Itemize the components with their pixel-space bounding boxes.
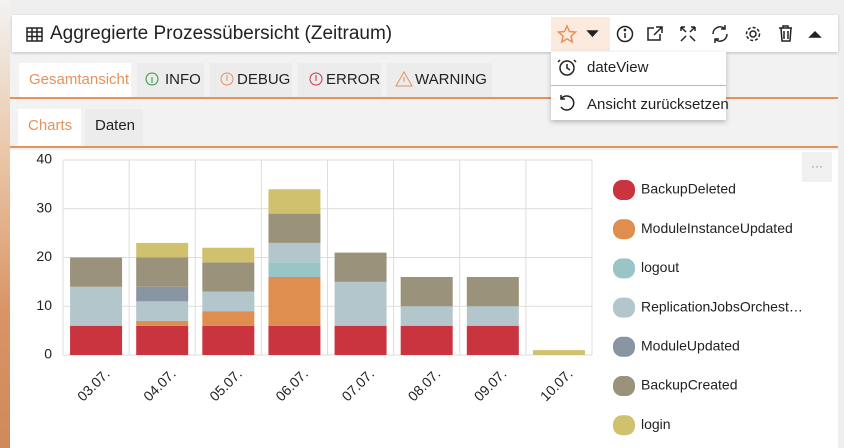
y-tick-label: 40 xyxy=(36,151,52,167)
bar-segment xyxy=(70,325,123,355)
more-button[interactable]: ··· xyxy=(802,152,832,182)
subtab[interactable]: Daten xyxy=(85,109,143,146)
x-tick-label: 03.07. xyxy=(74,365,113,404)
reset-icon xyxy=(560,95,575,111)
legend-swatch xyxy=(613,415,635,436)
bar-segment xyxy=(268,242,321,263)
x-tick-label: 08.07. xyxy=(405,365,444,404)
fullscreen-icon[interactable] xyxy=(680,26,696,42)
legend-swatch xyxy=(613,376,635,396)
error-badge xyxy=(309,72,323,86)
bar-segment xyxy=(268,189,321,214)
bar-segment xyxy=(268,262,321,277)
bar-segment xyxy=(202,247,255,263)
legend-swatch xyxy=(613,219,635,240)
alarm-icon xyxy=(557,59,577,76)
bar-segment xyxy=(334,325,387,355)
y-tick-label: 0 xyxy=(44,346,52,362)
bar-segment xyxy=(466,306,519,326)
tab[interactable]: DEBUG xyxy=(210,63,292,97)
bar-segment xyxy=(202,291,255,312)
collapse-icon[interactable] xyxy=(808,30,822,38)
x-tick-label: 09.07. xyxy=(471,365,510,404)
panel-header xyxy=(12,15,838,52)
legend-label: ModuleInstanceUpdated xyxy=(641,220,793,236)
legend-label: BackupCreated xyxy=(641,377,738,393)
bar-segment xyxy=(70,286,123,326)
legend-label: ModuleUpdated xyxy=(641,338,740,354)
bar-segment xyxy=(268,277,321,326)
bar-segment xyxy=(136,257,189,287)
trash-icon[interactable] xyxy=(779,25,792,42)
decor xyxy=(0,0,10,448)
bar-segment xyxy=(202,311,255,326)
caret-icon[interactable] xyxy=(586,30,599,38)
legend-swatch xyxy=(613,336,635,357)
tab[interactable]: Gesamtansicht xyxy=(19,63,131,97)
bar-segment xyxy=(532,350,585,355)
bar-segment xyxy=(136,325,189,355)
table-icon xyxy=(26,27,43,42)
tab[interactable]: ERROR xyxy=(298,63,381,97)
legend-label: BackupDeleted xyxy=(641,181,736,197)
legend-swatch xyxy=(613,180,635,200)
x-tick-label: 04.07. xyxy=(140,365,179,404)
divider xyxy=(551,85,726,86)
legend-swatch xyxy=(613,258,635,279)
star-icon[interactable] xyxy=(556,24,578,44)
bar-segment xyxy=(400,306,453,326)
bar-segment xyxy=(136,242,189,258)
y-tick-label: 30 xyxy=(36,199,52,215)
bar-segment xyxy=(268,325,321,355)
legend-label: ReplicationJobsOrchest… xyxy=(641,298,803,314)
bar-segment xyxy=(202,325,255,355)
info-icon[interactable] xyxy=(616,25,634,43)
bar-segment xyxy=(136,320,189,326)
bar-segment xyxy=(136,286,189,302)
bar-segment xyxy=(334,252,387,282)
settings-icon[interactable] xyxy=(745,26,761,42)
bar-segment xyxy=(466,325,519,355)
bar-segment xyxy=(268,213,321,243)
open-icon[interactable] xyxy=(647,26,663,41)
legend-swatch xyxy=(613,297,635,318)
bar-segment xyxy=(202,262,255,292)
x-tick-label: 10.07. xyxy=(537,365,576,404)
panel-title: Aggregierte Prozessübersicht (Zeitraum) xyxy=(50,23,393,44)
debug-badge xyxy=(220,72,234,86)
bar-segment xyxy=(400,325,453,355)
bar-segment xyxy=(334,281,387,326)
warning-badge xyxy=(395,70,413,87)
menu-item[interactable]: Ansicht zurücksetzen xyxy=(587,96,729,113)
x-tick-label: 05.07. xyxy=(206,365,245,404)
x-tick-label: 07.07. xyxy=(338,365,377,404)
subtab[interactable]: Charts xyxy=(18,109,81,146)
bar-segment xyxy=(400,277,453,307)
legend-label: login xyxy=(641,416,671,432)
tab[interactable]: INFO xyxy=(137,63,204,97)
y-tick-label: 10 xyxy=(36,297,52,313)
dropdown-menu: dateView Ansicht zurücksetzen xyxy=(551,52,729,120)
menu-item[interactable]: dateView xyxy=(587,59,649,76)
bar-segment xyxy=(136,301,189,321)
x-tick-label: 06.07. xyxy=(272,365,311,404)
refresh-icon[interactable] xyxy=(712,25,728,43)
y-tick-label: 20 xyxy=(36,248,52,264)
bar-segment xyxy=(466,277,519,307)
legend-label: logout xyxy=(641,259,679,275)
bar-segment xyxy=(70,257,123,287)
info-badge xyxy=(145,72,159,86)
